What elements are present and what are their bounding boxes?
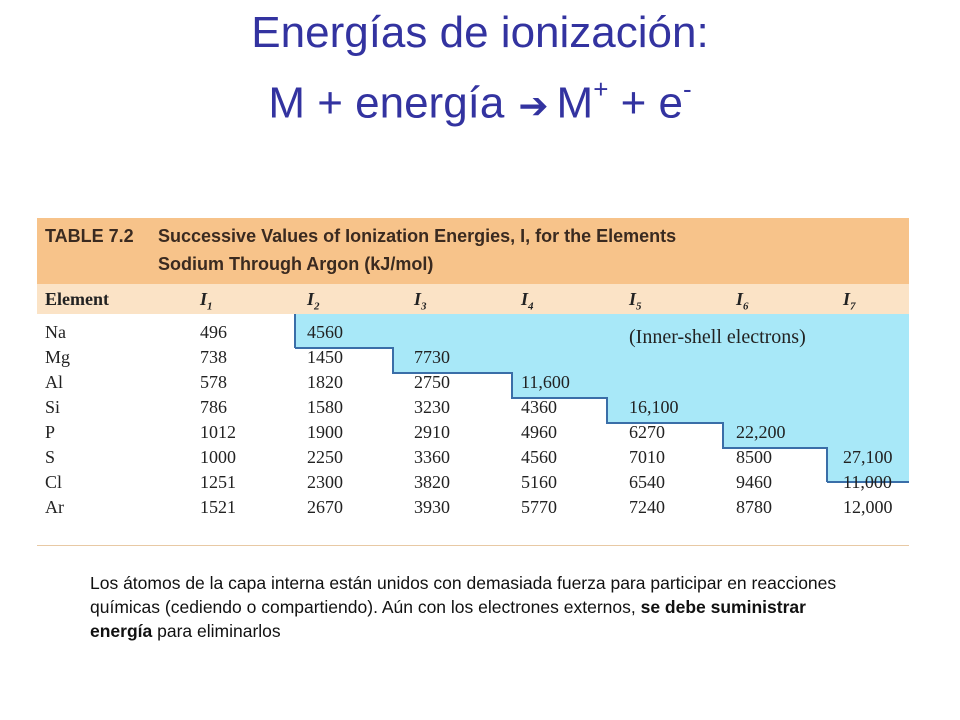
table-header-row: Element I1 I2 I3 I4 I5 I6 I7 — [37, 284, 909, 315]
explanation-text: Los átomos de la capa interna están unid… — [90, 571, 870, 643]
ionization-value-cell: 1820 — [307, 372, 343, 392]
ionization-value-cell: 1900 — [307, 422, 343, 442]
ionization-value-cell: 4960 — [521, 422, 557, 442]
explanation-part1: Los átomos de la capa interna están unid… — [90, 573, 837, 617]
ionization-value-cell: 12,000 — [843, 497, 893, 517]
ionization-value-cell: 3230 — [414, 397, 450, 417]
table-caption-bar: TABLE 7.2 Successive Values of Ionizatio… — [37, 218, 909, 284]
row-element-symbol: Al — [45, 372, 63, 392]
ionization-value-cell: 7730 — [414, 347, 450, 367]
table-bottom-rule — [37, 545, 909, 546]
cation-charge: + — [593, 74, 609, 104]
ionization-value-cell: 1251 — [200, 472, 236, 492]
inner-shell-region — [512, 373, 909, 398]
ionization-value-cell: 2910 — [414, 422, 450, 442]
ionization-value-cell: 3820 — [414, 472, 450, 492]
row-element-symbol: Mg — [45, 347, 71, 367]
inner-shell-region — [607, 398, 909, 423]
ionization-value-cell: 1000 — [200, 447, 236, 467]
col-header-i3: I3 — [414, 289, 427, 313]
ionization-value-cell: 2250 — [307, 447, 343, 467]
col-header-i4: I4 — [521, 289, 534, 313]
ionization-value-cell: 22,200 — [736, 422, 786, 442]
ionization-value-cell: 6270 — [629, 422, 665, 442]
boundary-line — [511, 373, 513, 399]
boundary-line — [393, 372, 513, 374]
col-header-i1: I1 — [200, 289, 213, 313]
ionization-value-cell: 786 — [200, 397, 227, 417]
slide-title-line2: M + energía ➔ M+ + e- — [0, 68, 960, 132]
boundary-line — [826, 448, 828, 482]
row-element-symbol: Si — [45, 397, 61, 417]
boundary-line — [294, 314, 296, 348]
ionization-value-cell: 578 — [200, 372, 227, 392]
right-arrow-icon: ➔ — [518, 85, 549, 127]
row-element-symbol: Ar — [45, 497, 64, 517]
equation-left: M + energía — [268, 78, 505, 128]
ionization-value-cell: 11,600 — [521, 372, 570, 392]
col-header-i5: I5 — [629, 289, 642, 313]
col-header-i7: I7 — [843, 289, 856, 313]
explanation-part2: para eliminarlos — [152, 621, 281, 641]
ionization-value-cell: 16,100 — [629, 397, 679, 417]
ionization-value-cell: 1450 — [307, 347, 343, 367]
equation-electron: + e — [608, 78, 683, 128]
ionization-value-cell: 8780 — [736, 497, 772, 517]
ionization-value-cell: 4360 — [521, 397, 557, 417]
boundary-line — [723, 447, 828, 449]
equation-cation: M — [556, 78, 594, 128]
inner-shell-region — [723, 423, 909, 448]
row-element-symbol: Na — [45, 322, 66, 342]
electron-charge: - — [683, 74, 692, 104]
ionization-value-cell: 5770 — [521, 497, 557, 517]
ionization-value-cell: 738 — [200, 347, 227, 367]
table-caption-line1: Successive Values of Ionization Energies… — [158, 226, 677, 246]
table-label: TABLE 7.2 — [45, 226, 134, 246]
table-caption-line2: Sodium Through Argon (kJ/mol) — [158, 254, 434, 274]
ionization-table: TABLE 7.2 Successive Values of Ionizatio… — [37, 218, 909, 546]
ionization-value-cell: 2670 — [307, 497, 343, 517]
col-header-i2: I2 — [307, 289, 320, 313]
ionization-value-cell: 2300 — [307, 472, 343, 492]
boundary-line — [512, 397, 608, 399]
boundary-line — [606, 398, 608, 424]
inner-shell-region — [393, 348, 909, 373]
ionization-value-cell: 1521 — [200, 497, 236, 517]
ionization-value-cell: 5160 — [521, 472, 557, 492]
boundary-line — [607, 422, 724, 424]
ionization-value-cell: 496 — [200, 322, 227, 342]
col-header-element: Element — [45, 289, 109, 309]
ionization-value-cell: 1012 — [200, 422, 236, 442]
slide-title-line1: Energías de ionización: — [251, 8, 709, 57]
boundary-line — [295, 347, 394, 349]
ionization-value-cell: 8500 — [736, 447, 772, 467]
row-element-symbol: Cl — [45, 472, 63, 492]
ionization-value-cell: 3930 — [414, 497, 450, 517]
explanation-bold: se debe suministrar energía — [90, 597, 806, 641]
col-header-i6: I6 — [736, 289, 749, 313]
ionization-value-cell: 9460 — [736, 472, 772, 492]
table-body: (Inner-shell electrons) Na 496 4560 Mg 738 14… — [37, 314, 909, 546]
ionization-value-cell: 3360 — [414, 447, 450, 467]
inner-shell-region — [295, 314, 909, 348]
ionization-value-cell: 2750 — [414, 372, 450, 392]
boundary-line — [827, 481, 909, 483]
ionization-value-cell: 4560 — [521, 447, 557, 467]
row-element-symbol: S — [45, 447, 56, 467]
ionization-value-cell: 7240 — [629, 497, 665, 517]
ionization-value-cell: 6540 — [629, 472, 665, 492]
boundary-line — [722, 423, 724, 449]
ionization-value-cell: 1580 — [307, 397, 343, 417]
row-element-symbol: P — [45, 422, 56, 442]
ionization-value-cell: 7010 — [629, 447, 665, 467]
ionization-value-cell: 27,100 — [843, 447, 893, 467]
ionization-value-cell: 4560 — [307, 322, 343, 342]
boundary-line — [392, 348, 394, 374]
ionization-value-cell: 11,000 — [843, 472, 892, 492]
inner-shell-label: (Inner-shell electrons) — [629, 326, 806, 348]
inner-shell-region — [827, 448, 909, 482]
